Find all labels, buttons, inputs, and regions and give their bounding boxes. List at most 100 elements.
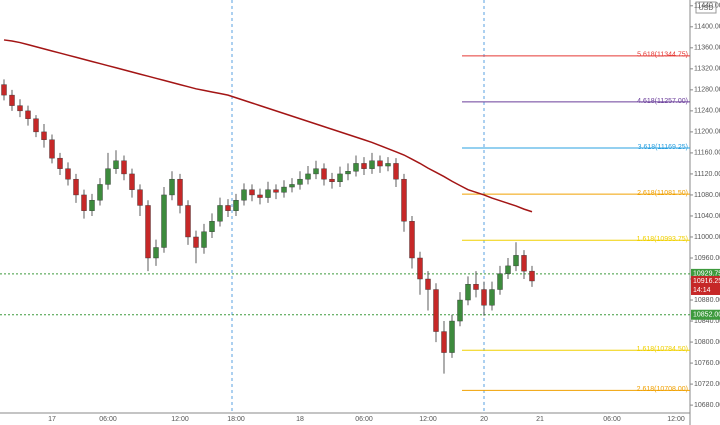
candle-body	[145, 205, 151, 259]
y-tick-label: 10880.00	[694, 297, 720, 304]
price-label: 10929.75	[693, 271, 720, 278]
y-tick-label: 11360.00	[694, 45, 720, 52]
candle-body	[505, 265, 511, 274]
y-tick-label: 10680.00	[694, 402, 720, 409]
candle-body	[1, 84, 7, 96]
candle-body	[369, 160, 375, 169]
candle-body	[129, 173, 135, 190]
price-box	[691, 309, 720, 320]
fib-label: 5.618(11344.75)	[637, 52, 688, 59]
candle-body	[185, 205, 191, 238]
candle-body	[241, 189, 247, 201]
y-tick-label: 11200.00	[694, 129, 720, 136]
candle-body	[321, 168, 327, 180]
candle-body	[9, 94, 15, 106]
candle-body	[233, 199, 239, 211]
candle-body	[225, 205, 231, 211]
candle-body	[305, 173, 311, 180]
candle-body	[433, 289, 439, 332]
y-tick-label: 11440.00	[694, 3, 720, 10]
candle-body	[345, 171, 351, 175]
y-tick-label: 11120.00	[694, 171, 720, 178]
candle-body	[441, 331, 447, 353]
candle-body	[57, 157, 63, 169]
candle-body	[201, 231, 207, 248]
moving-average	[3, 39, 533, 213]
candle-body	[25, 110, 31, 119]
candle-body	[89, 199, 95, 211]
candle-body	[137, 189, 143, 206]
candle-body	[97, 184, 103, 201]
candle-body	[385, 163, 391, 167]
candle-body	[41, 131, 47, 140]
y-tick-label: 11000.00	[694, 234, 720, 241]
candle-body	[169, 178, 175, 196]
y-tick-label: 11240.00	[694, 108, 720, 115]
candle-body	[289, 184, 295, 188]
currency-box	[695, 1, 717, 14]
fib-label: 2.618(10708.00)	[637, 386, 688, 393]
x-tick-label: 18:00	[227, 416, 245, 423]
candle-body	[473, 284, 479, 290]
fib-label: 3.618(11169.25)	[638, 144, 688, 151]
y-tick-label: 11160.00	[694, 150, 720, 157]
x-tick-label: 06:00	[603, 416, 621, 423]
x-tick-label: 18	[296, 416, 304, 423]
y-tick-label: 11080.00	[694, 192, 720, 199]
candle-body	[161, 194, 167, 248]
candle-body	[209, 221, 215, 232]
candle-body	[401, 178, 407, 222]
candle-body	[257, 194, 263, 198]
candle-body	[361, 163, 367, 169]
candle-body	[217, 205, 223, 222]
countdown: 14:14	[693, 287, 711, 294]
candle-body	[449, 320, 455, 353]
fib-label: 1.618(10784.50)	[637, 346, 688, 353]
x-tick-label: 12:00	[171, 416, 189, 423]
candle-body	[113, 160, 119, 169]
y-tick-label: 11280.00	[694, 87, 720, 94]
candle-body	[513, 255, 519, 267]
candle-body	[377, 160, 383, 167]
candle-body	[489, 289, 495, 306]
currency: USD	[699, 5, 714, 12]
fib-label: 1.618(10993.75)	[637, 236, 688, 243]
y-tick-label: 10840.00	[694, 318, 720, 325]
candle-body	[529, 270, 535, 282]
candle-body	[33, 118, 39, 133]
candle-body	[265, 189, 271, 198]
candle-body	[273, 189, 279, 193]
y-tick-label: 10960.00	[694, 255, 720, 262]
x-tick-label: 21	[536, 416, 544, 423]
candle-body	[521, 255, 527, 272]
y-tick-label: 11400.00	[694, 24, 720, 31]
candle-body	[73, 178, 79, 196]
x-tick-label: 17	[48, 416, 56, 423]
candle-body	[281, 186, 287, 193]
x-tick-label: 12:00	[667, 416, 685, 423]
candle-body	[297, 178, 303, 185]
candle-body	[105, 168, 111, 185]
candle-body	[417, 257, 423, 280]
candle-body	[193, 236, 199, 248]
candle-body	[481, 289, 487, 306]
candle-body	[65, 168, 71, 180]
candle-body	[249, 189, 255, 196]
y-tick-label: 11320.00	[694, 66, 720, 73]
y-tick-label: 11040.00	[694, 213, 720, 220]
candle-body	[409, 221, 415, 259]
candle-body	[497, 273, 503, 290]
last-price: 10916.25	[693, 278, 720, 285]
candle-body	[353, 163, 359, 172]
candle-body	[313, 168, 319, 175]
candle-body	[153, 247, 159, 259]
candle-body	[329, 178, 335, 183]
candle-body	[49, 139, 55, 159]
last-price-box	[691, 275, 720, 295]
candle-body	[81, 194, 87, 211]
fib-label: 4.618(11257.00)	[637, 98, 688, 105]
candle-body	[393, 163, 399, 180]
